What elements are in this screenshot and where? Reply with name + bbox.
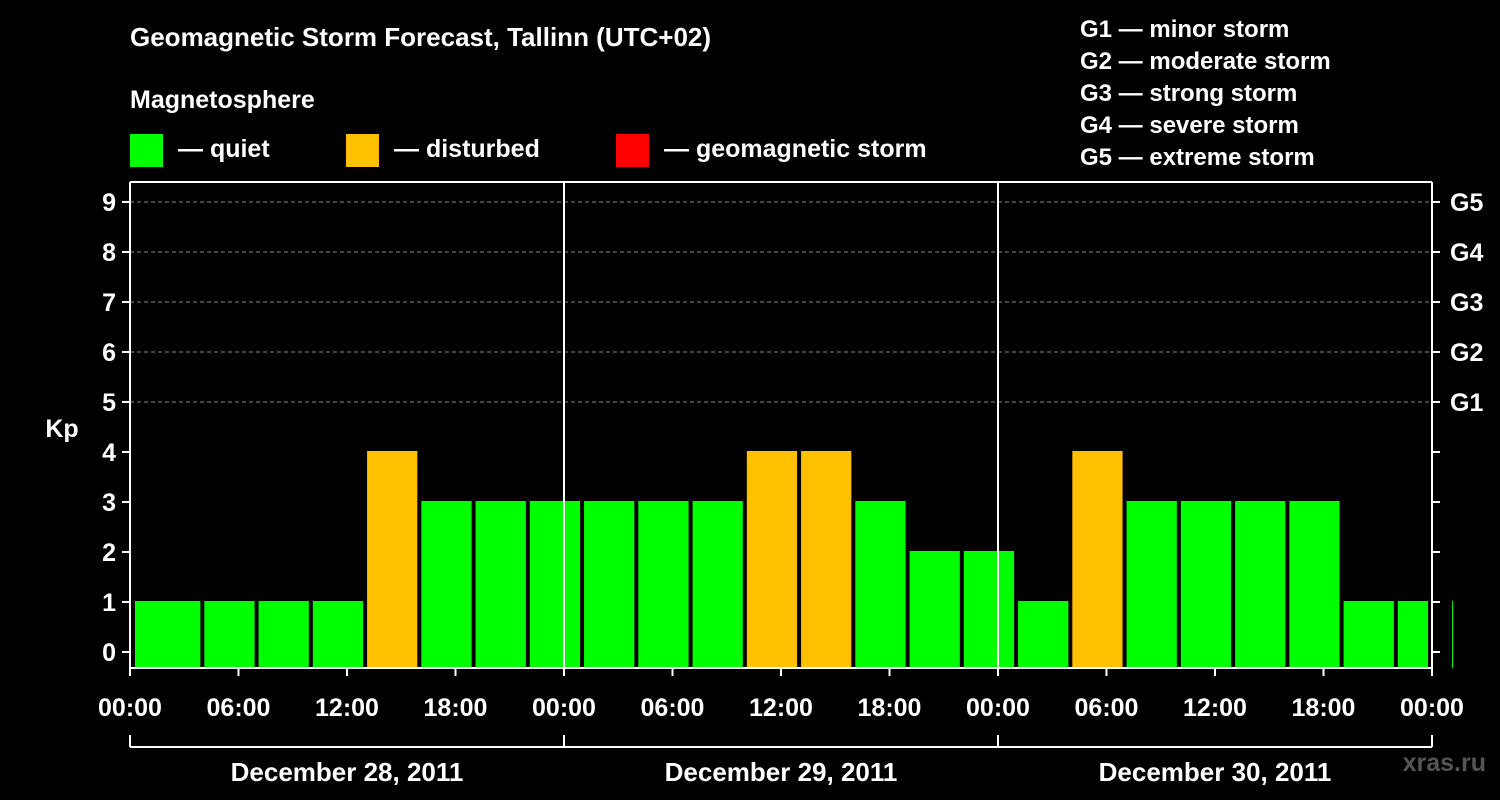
- y-tick-label: 4: [102, 439, 116, 467]
- g-scale-item: G4 — severe storm: [1080, 112, 1299, 139]
- kp-bar: [746, 451, 798, 668]
- x-tick-label: 12:00: [1183, 694, 1247, 722]
- x-tick-label: 18:00: [1292, 694, 1356, 722]
- legend-label-quiet: — quiet: [178, 135, 270, 163]
- kp-bar: [421, 501, 472, 668]
- g-scale-item: G3 — strong storm: [1080, 80, 1298, 107]
- watermark: xras.ru: [1402, 749, 1486, 777]
- day-label: December 28, 2011: [231, 757, 464, 787]
- legend-label-storm: — geomagnetic storm: [664, 135, 927, 163]
- kp-bar: [312, 601, 364, 668]
- x-tick-label: 00:00: [532, 694, 596, 722]
- kp-bar: [1343, 601, 1394, 668]
- x-tick-label: 18:00: [858, 694, 922, 722]
- kp-bar: [584, 501, 635, 668]
- x-tick-label: 00:00: [1400, 694, 1464, 722]
- x-tick-label: 12:00: [315, 694, 379, 722]
- right-axis-label: G3: [1450, 289, 1483, 317]
- kp-bar: [638, 501, 689, 668]
- right-axis-label: G4: [1450, 239, 1483, 267]
- x-tick-label: 06:00: [641, 694, 705, 722]
- kp-bar: [135, 601, 201, 668]
- x-tick-label: 06:00: [207, 694, 271, 722]
- kp-bar: [1397, 601, 1428, 668]
- legend-swatch-quiet: [130, 134, 163, 167]
- x-tick-label: 00:00: [966, 694, 1030, 722]
- x-tick-label: 12:00: [749, 694, 813, 722]
- kp-bar: [204, 601, 255, 668]
- right-axis-label: G1: [1450, 389, 1483, 417]
- day-label: December 30, 2011: [1099, 757, 1332, 787]
- y-axis-label: Kp: [45, 415, 78, 443]
- kp-bar: [475, 501, 526, 668]
- g-scale-item: G5 — extreme storm: [1080, 144, 1315, 171]
- kp-bar: [1180, 501, 1232, 668]
- kp-bar: [1072, 451, 1123, 668]
- kp-bar: [963, 551, 1015, 668]
- right-axis-label: G5: [1450, 189, 1483, 217]
- kp-bar: [529, 501, 581, 668]
- kp-bar: [1289, 501, 1340, 668]
- x-tick-label: 06:00: [1075, 694, 1139, 722]
- y-tick-label: 2: [102, 539, 116, 567]
- right-axis-label: G2: [1450, 339, 1483, 367]
- legend-label-disturbed: — disturbed: [394, 135, 540, 163]
- y-tick-label: 7: [102, 289, 116, 317]
- y-tick-label: 8: [102, 239, 116, 267]
- y-tick-label: 1: [102, 589, 116, 617]
- kp-bar: [801, 451, 852, 668]
- day-label: December 29, 2011: [665, 757, 898, 787]
- g-scale-item: G1 — minor storm: [1080, 16, 1290, 43]
- legend-heading: Magnetosphere: [130, 86, 315, 114]
- y-tick-label: 0: [102, 639, 116, 667]
- kp-bar: [258, 601, 309, 668]
- kp-bar: [909, 551, 960, 668]
- g-scale-item: G2 — moderate storm: [1080, 48, 1331, 75]
- y-tick-label: 9: [102, 189, 116, 217]
- kp-bar: [1126, 501, 1177, 668]
- g-scale-legend: G1 — minor storm G2 — moderate storm G3 …: [1080, 14, 1331, 174]
- x-tick-label: 00:00: [98, 694, 162, 722]
- y-tick-label: 6: [102, 339, 116, 367]
- kp-bar: [1018, 601, 1069, 668]
- x-tick-label: 18:00: [424, 694, 488, 722]
- legend-swatch-disturbed: [346, 134, 379, 167]
- kp-bar: [855, 501, 906, 668]
- kp-bar: [1452, 601, 1454, 668]
- chart-title: Geomagnetic Storm Forecast, Tallinn (UTC…: [130, 22, 712, 52]
- kp-bar: [692, 501, 743, 668]
- kp-bar: [1235, 501, 1286, 668]
- y-tick-label: 3: [102, 489, 116, 517]
- y-tick-label: 5: [102, 389, 116, 417]
- kp-bar: [367, 451, 418, 668]
- legend-swatch-storm: [616, 134, 649, 167]
